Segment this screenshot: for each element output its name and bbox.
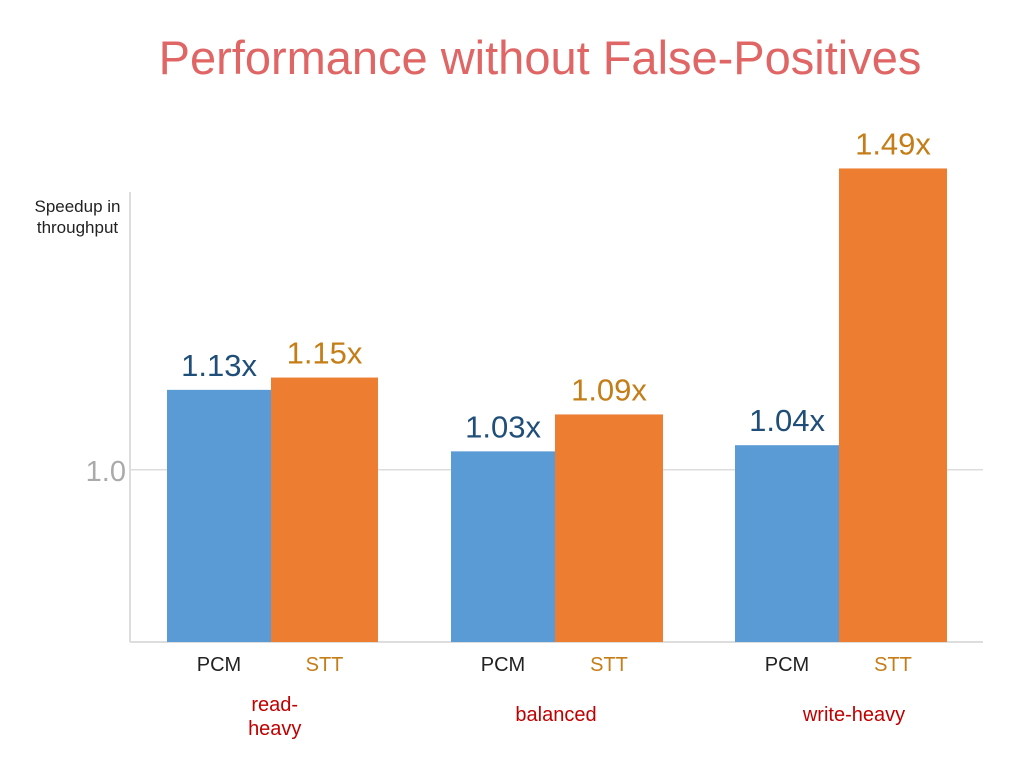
data-label: 1.49x bbox=[855, 126, 931, 161]
slide-title: Performance without False-Positives bbox=[158, 31, 922, 84]
bar-stt-write-heavy bbox=[839, 168, 947, 642]
bar-stt-read-heavy bbox=[271, 377, 378, 642]
x-tick-label: STT bbox=[306, 654, 344, 676]
data-label: 1.04x bbox=[749, 403, 825, 438]
data-label: 1.13x bbox=[181, 348, 257, 383]
y-tick-label: 1.0 bbox=[86, 456, 126, 488]
category-label: read-heavy bbox=[248, 694, 301, 740]
y-axis-label: Speedup in throughput bbox=[34, 197, 121, 237]
bar-pcm-read-heavy bbox=[167, 389, 271, 642]
bar-pcm-balanced bbox=[451, 451, 555, 642]
x-tick-label: PCM bbox=[481, 654, 525, 676]
chart-labels: 1.13xPCM1.15xSTTread-heavy1.03xPCM1.09xS… bbox=[181, 126, 931, 740]
category-label: write-heavy bbox=[802, 704, 905, 726]
data-label: 1.15x bbox=[287, 336, 363, 371]
category-label: balanced bbox=[515, 704, 596, 726]
x-tick-label: STT bbox=[874, 654, 912, 676]
bar-pcm-write-heavy bbox=[735, 445, 839, 642]
chart-bars bbox=[167, 168, 947, 642]
x-tick-label: PCM bbox=[197, 654, 241, 676]
data-label: 1.09x bbox=[571, 372, 647, 407]
bar-stt-balanced bbox=[555, 414, 663, 642]
data-label: 1.03x bbox=[465, 409, 541, 444]
x-tick-label: PCM bbox=[765, 654, 809, 676]
x-tick-label: STT bbox=[590, 654, 628, 676]
